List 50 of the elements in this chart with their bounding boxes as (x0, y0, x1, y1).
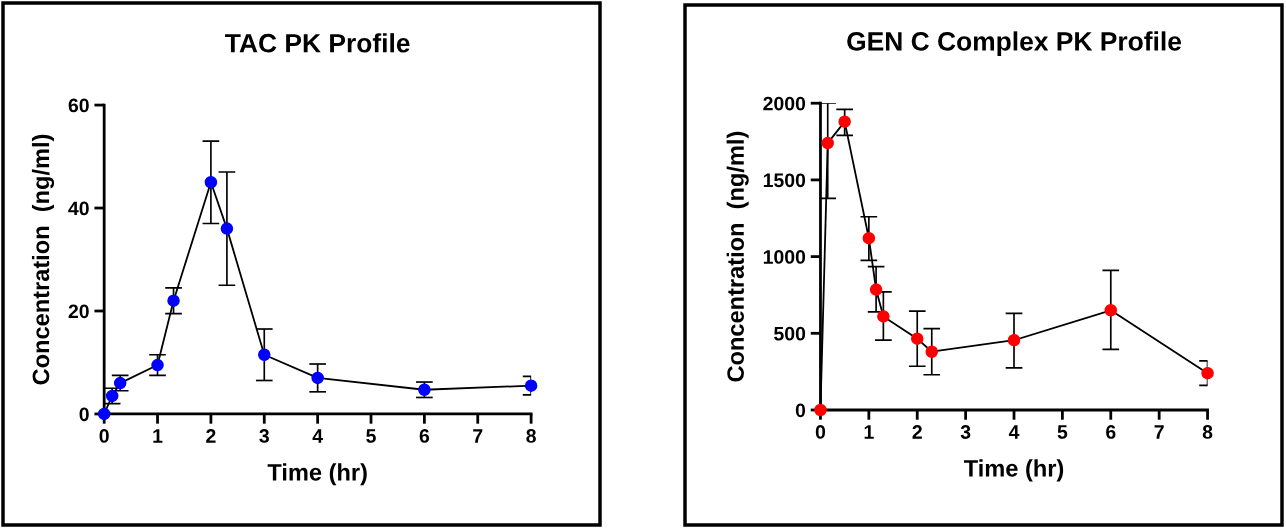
point (167, 294, 180, 307)
y-tick-label: 1500 (763, 173, 806, 188)
point (1201, 366, 1214, 380)
x-tick-label: 3 (259, 429, 269, 443)
y-tick-label: 500 (774, 326, 806, 341)
x-tick-label: 0 (815, 425, 826, 439)
y-tick-label: 2000 (763, 96, 806, 111)
point (1007, 333, 1021, 347)
chart-title: GEN C Complex PK Profile (847, 31, 1182, 56)
point (204, 176, 218, 189)
y-tick-label: 40 (68, 201, 89, 216)
point (311, 371, 324, 385)
x-tick-label: 6 (419, 429, 430, 443)
point (869, 283, 883, 296)
point (1104, 304, 1118, 317)
point (258, 348, 271, 362)
x-tick-label: 4 (312, 429, 323, 443)
y-axis-title: Concentration (ng/ml) (31, 134, 55, 385)
x-tick-label: 2 (206, 429, 216, 443)
y-axis-title: Concentration (ng/ml) (726, 131, 749, 382)
point (821, 136, 834, 150)
x-tick-label: 8 (526, 429, 536, 443)
point (524, 379, 538, 392)
point (877, 310, 890, 323)
point (862, 231, 876, 245)
y-tick-label: 1000 (763, 250, 806, 264)
x-tick-label: 5 (366, 429, 376, 443)
x-tick-label: 1 (153, 429, 163, 443)
chart-title: TAC PK Profile (225, 33, 410, 53)
point (910, 332, 924, 345)
x-tick-label: 6 (1106, 425, 1116, 439)
point (838, 115, 851, 128)
x-tick-label: 0 (99, 429, 109, 443)
x-axis-title: Time (hr) (963, 459, 1064, 482)
x-axis-title: Time (hr) (267, 463, 367, 486)
point (925, 345, 939, 358)
x-tick-label: 2 (912, 425, 922, 439)
x-tick-label: 7 (473, 429, 483, 443)
point (151, 358, 164, 372)
y-tick-label: 60 (68, 98, 89, 113)
x-tick-label: 4 (1008, 425, 1020, 439)
y-tick-label: 0 (795, 403, 806, 418)
y-tick-label: 20 (68, 304, 89, 319)
point (220, 222, 234, 235)
y-tick-label: 0 (79, 407, 89, 422)
x-tick-label: 3 (960, 425, 971, 439)
x-tick-label: 7 (1154, 425, 1164, 439)
x-tick-label: 5 (1057, 425, 1068, 439)
x-tick-label: 8 (1202, 425, 1213, 439)
x-tick-label: 1 (864, 425, 874, 439)
